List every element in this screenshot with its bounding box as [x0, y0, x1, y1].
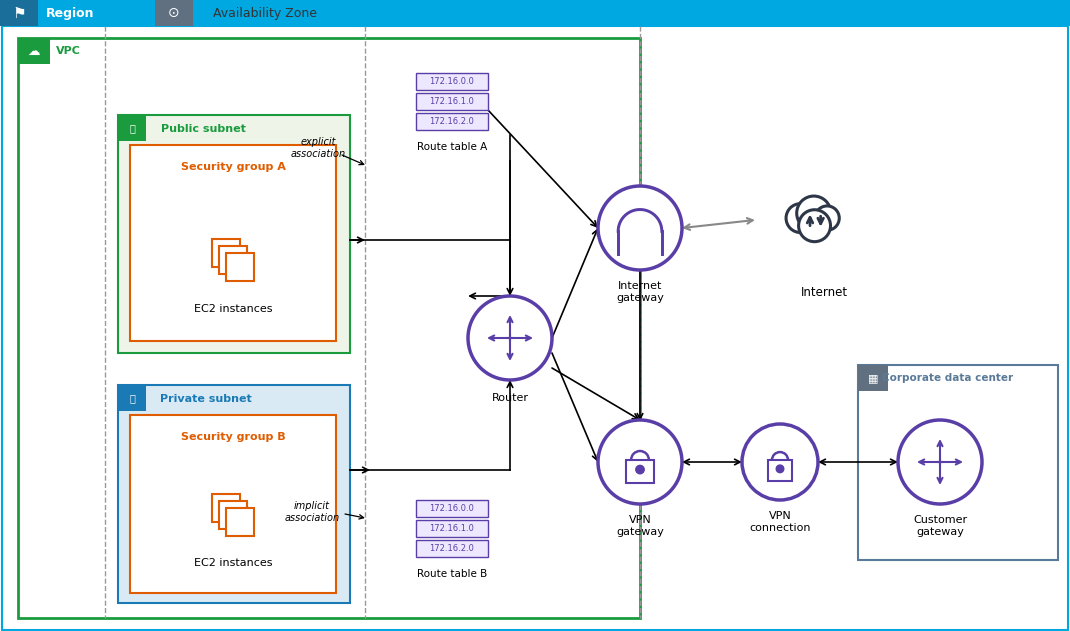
Text: Security group B: Security group B — [181, 432, 286, 442]
Bar — [858, 365, 888, 391]
Bar — [858, 365, 1058, 560]
Text: ⚑: ⚑ — [12, 6, 26, 20]
Bar — [416, 73, 488, 90]
Text: Route table B: Route table B — [417, 569, 487, 579]
Bar — [416, 540, 488, 557]
Text: EC2 instances: EC2 instances — [194, 558, 272, 568]
Text: Corporate data center: Corporate data center — [883, 373, 1013, 383]
Text: explicit
association: explicit association — [290, 137, 346, 159]
Text: Availability Zone: Availability Zone — [213, 6, 317, 20]
Bar — [0, 0, 39, 26]
Bar — [129, 145, 336, 341]
Circle shape — [742, 424, 817, 500]
Circle shape — [776, 465, 784, 473]
Bar — [129, 415, 336, 593]
Circle shape — [815, 206, 839, 230]
Text: 172.16.0.0: 172.16.0.0 — [429, 77, 474, 86]
Text: 172.16.2.0: 172.16.2.0 — [429, 117, 474, 126]
Bar — [416, 500, 488, 517]
Bar — [0, 0, 1070, 26]
Circle shape — [898, 420, 982, 504]
Text: VPC: VPC — [56, 46, 80, 56]
Circle shape — [797, 196, 831, 230]
Bar — [226, 508, 254, 536]
Text: Route table A: Route table A — [417, 142, 487, 152]
Circle shape — [598, 186, 682, 270]
Circle shape — [598, 420, 682, 504]
Text: VPN
gateway: VPN gateway — [616, 515, 664, 537]
Bar — [118, 115, 146, 141]
Text: VPN
connection: VPN connection — [749, 511, 811, 533]
Bar — [118, 385, 146, 411]
Bar — [212, 239, 240, 267]
Text: ⊙: ⊙ — [168, 6, 180, 20]
Bar — [18, 38, 50, 64]
Text: 172.16.0.0: 172.16.0.0 — [429, 504, 474, 513]
Text: Internet: Internet — [800, 285, 847, 298]
Bar — [219, 246, 247, 274]
Bar — [416, 93, 488, 110]
Text: 172.16.1.0: 172.16.1.0 — [429, 524, 474, 533]
Circle shape — [786, 204, 815, 233]
Text: Customer
gateway: Customer gateway — [913, 515, 967, 537]
Text: ▦: ▦ — [868, 373, 878, 383]
Bar — [767, 460, 793, 481]
Bar — [155, 0, 193, 26]
Bar — [118, 385, 350, 603]
Text: 172.16.2.0: 172.16.2.0 — [429, 544, 474, 553]
Bar — [226, 253, 254, 281]
Text: Private subnet: Private subnet — [160, 394, 251, 404]
Text: implicit
association: implicit association — [285, 501, 339, 523]
Text: Router: Router — [491, 393, 529, 403]
Bar — [416, 520, 488, 537]
Circle shape — [468, 296, 552, 380]
Text: 🔒: 🔒 — [129, 123, 135, 133]
Circle shape — [798, 209, 830, 242]
Text: Security group A: Security group A — [181, 162, 286, 172]
Text: 172.16.1.0: 172.16.1.0 — [429, 97, 474, 106]
Text: Public subnet: Public subnet — [160, 124, 245, 134]
Text: 🔒: 🔒 — [129, 393, 135, 403]
Bar — [219, 501, 247, 529]
Bar — [118, 115, 350, 353]
Text: EC2 instances: EC2 instances — [194, 304, 272, 314]
Bar — [18, 38, 640, 618]
Text: ☁: ☁ — [28, 45, 41, 57]
Bar — [416, 113, 488, 130]
Text: Region: Region — [46, 6, 94, 20]
Bar — [626, 460, 654, 483]
Circle shape — [636, 465, 644, 474]
Text: Internet
gateway: Internet gateway — [616, 281, 664, 303]
Bar — [212, 494, 240, 522]
